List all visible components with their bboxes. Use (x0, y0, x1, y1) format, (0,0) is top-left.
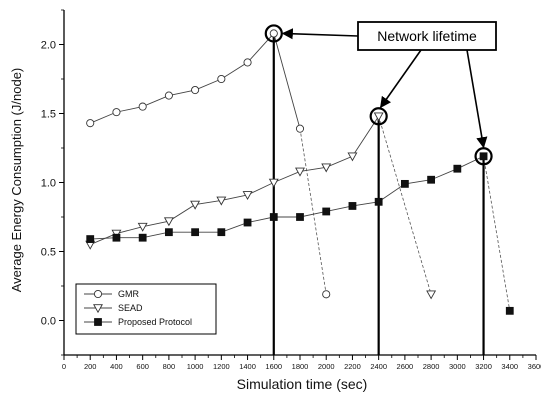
legend-label: GMR (118, 289, 139, 299)
data-point (373, 112, 384, 122)
y-tick-label: 2.0 (41, 40, 56, 52)
x-tick-label: 200 (84, 362, 97, 371)
data-point (217, 74, 226, 84)
lifetime-highlight-ring (369, 107, 388, 126)
data-point (348, 202, 357, 210)
x-tick-label: 1000 (187, 362, 204, 371)
data-point (321, 163, 332, 173)
data-point (322, 207, 331, 216)
data-point (296, 213, 304, 221)
data-point (86, 235, 95, 243)
data-point (138, 102, 147, 111)
series-drop-line (378, 116, 432, 295)
legend-marker (93, 289, 103, 299)
data-point (164, 228, 173, 237)
x-tick-label: 800 (163, 362, 176, 371)
y-tick-label: 1.5 (41, 109, 56, 121)
data-point (347, 152, 358, 162)
data-point (112, 233, 121, 242)
x-tick-label: 2200 (344, 362, 361, 371)
x-tick-label: 2400 (370, 362, 387, 371)
callout-arrow (281, 28, 359, 40)
x-tick-label: 3200 (475, 362, 492, 371)
series-proposed-protocol (86, 152, 514, 315)
data-point (216, 196, 227, 206)
data-point (269, 29, 278, 38)
data-point (295, 167, 305, 177)
data-point (138, 233, 147, 242)
y-tick-label: 0.5 (41, 247, 56, 259)
data-point (137, 222, 148, 232)
legend-label: Proposed Protocol (118, 317, 192, 327)
data-point (269, 213, 278, 221)
x-tick-label: 1400 (239, 362, 256, 371)
x-tick-label: 3000 (449, 362, 466, 371)
x-tick-label: 2000 (318, 362, 335, 371)
x-tick-label: 3400 (501, 362, 518, 371)
x-tick-label: 1600 (265, 362, 282, 371)
y-tick-label: 0.0 (41, 316, 56, 328)
data-point (217, 228, 226, 237)
data-point (268, 178, 279, 188)
data-point (242, 191, 253, 201)
callout-box (357, 21, 497, 51)
data-point (243, 218, 252, 227)
data-point (243, 58, 252, 67)
series-line (90, 155, 484, 240)
data-point (427, 175, 436, 184)
x-axis-title: Simulation time (sec) (237, 376, 368, 392)
series-sead (85, 112, 437, 300)
x-tick-label: 1200 (213, 362, 230, 371)
y-tick-label: 1.0 (41, 178, 56, 190)
data-point (322, 290, 331, 299)
x-tick-label: 400 (110, 362, 123, 371)
x-tick-label: 0 (62, 362, 66, 371)
series-gmr (86, 29, 331, 299)
data-point (505, 306, 514, 315)
data-point (426, 290, 437, 300)
legend-marker (94, 318, 102, 326)
callout-label: Network lifetime (377, 28, 477, 44)
data-point (191, 85, 200, 95)
data-point (164, 91, 173, 100)
x-tick-label: 1800 (292, 362, 309, 371)
series-line (90, 32, 301, 129)
data-point (400, 179, 409, 188)
legend-label: SEAD (118, 303, 143, 313)
x-tick-label: 2600 (397, 362, 414, 371)
data-point (479, 152, 488, 161)
series-drop-line (483, 156, 511, 311)
x-tick-label: 2800 (423, 362, 440, 371)
data-point (86, 119, 95, 128)
series-drop-line (299, 128, 327, 295)
x-tick-label: 600 (136, 362, 149, 371)
callout-arrow (380, 49, 422, 109)
callout-arrow (466, 49, 488, 149)
data-point (163, 217, 174, 227)
y-axis-title: Average Energy Consumption (J/node) (9, 68, 24, 293)
data-point (295, 124, 305, 133)
data-point (453, 164, 462, 173)
data-point (374, 197, 383, 206)
series-line (90, 116, 380, 246)
legend-marker (93, 304, 103, 314)
data-point (190, 200, 201, 210)
data-point (191, 228, 200, 237)
data-point (112, 108, 121, 117)
